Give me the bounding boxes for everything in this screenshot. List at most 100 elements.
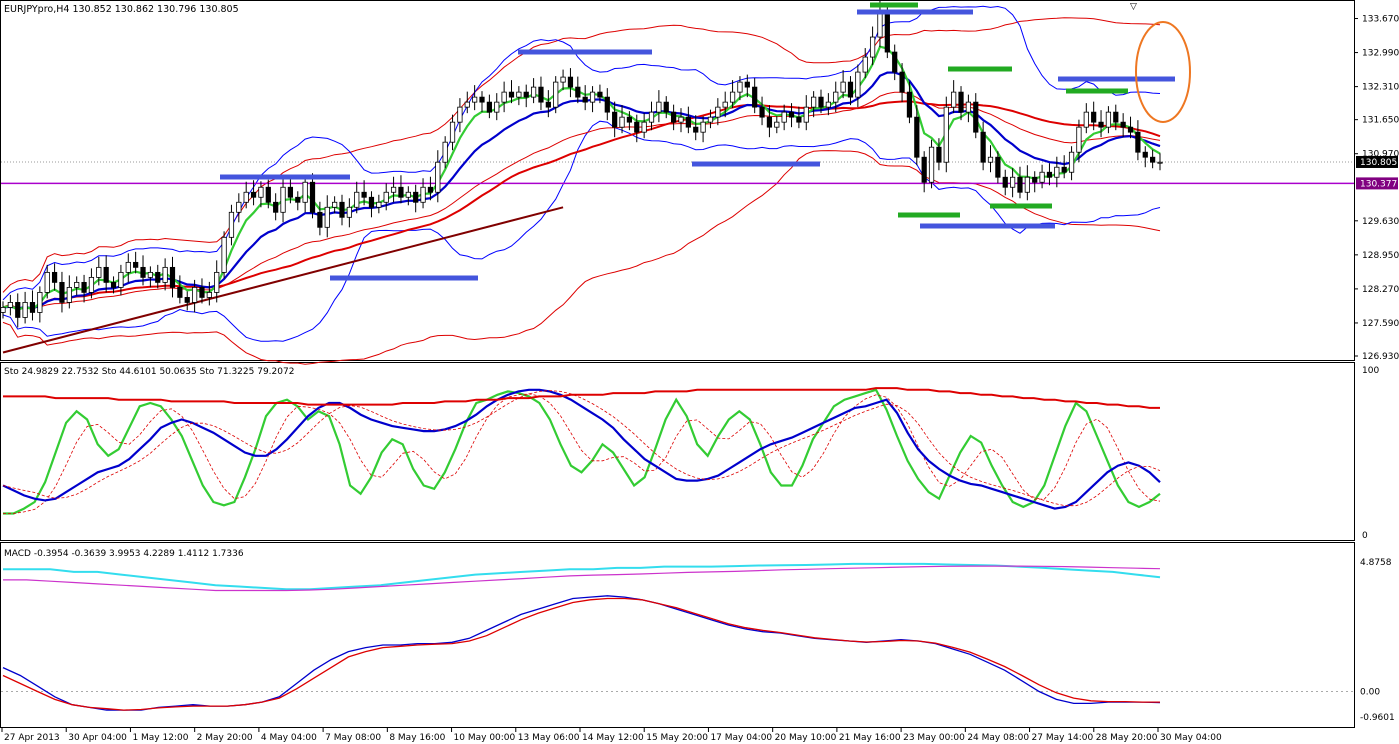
candle-body bbox=[354, 191, 360, 208]
candle-body bbox=[943, 106, 949, 163]
macd-line bbox=[2, 595, 1161, 711]
candle-body bbox=[368, 196, 375, 208]
candle-body bbox=[398, 186, 404, 198]
candle-body bbox=[44, 271, 50, 293]
candle-body bbox=[877, 11, 883, 38]
candle-body bbox=[1046, 171, 1053, 178]
candle-body bbox=[678, 116, 684, 123]
stochastic-label: Sto 24.9829 22.7532 Sto 44.6101 50.0635 … bbox=[4, 367, 294, 377]
candle-body bbox=[51, 271, 58, 283]
candle-body bbox=[81, 281, 87, 293]
candle-body bbox=[818, 96, 824, 108]
candle-body bbox=[589, 91, 596, 103]
price-tick-label: 127.590 bbox=[1362, 319, 1399, 329]
candle-body bbox=[66, 286, 72, 303]
stoch-tick-label: 100 bbox=[1362, 366, 1379, 376]
candle-body bbox=[427, 186, 434, 193]
stoch-mid-line-signal bbox=[2, 390, 1161, 507]
annotation-orange-ellipse bbox=[1135, 21, 1191, 123]
candle-body bbox=[796, 116, 802, 123]
time-tick-label: 21 May 16:00 bbox=[839, 733, 901, 743]
candle-body bbox=[118, 271, 124, 288]
candle-body bbox=[744, 81, 750, 88]
macd-tick-label: 0.00 bbox=[1360, 687, 1380, 697]
price-panel-frame bbox=[0, 0, 1355, 361]
time-tick-label: 4 May 04:00 bbox=[261, 733, 317, 743]
macd-long-line bbox=[3, 562, 1161, 591]
time-tick-label: 30 May 04:00 bbox=[1160, 733, 1222, 743]
candle-body bbox=[280, 186, 286, 213]
candle-body bbox=[405, 191, 411, 198]
candle-body bbox=[722, 101, 728, 108]
candle-body bbox=[516, 91, 522, 98]
candle-body bbox=[869, 36, 876, 58]
candle-body bbox=[545, 101, 551, 108]
candle-body bbox=[236, 201, 242, 213]
candle-body bbox=[258, 186, 264, 198]
time-tick-label: 30 Apr 04:00 bbox=[68, 733, 127, 743]
macd-tick-label: 4.8758 bbox=[1360, 558, 1392, 568]
candle-body bbox=[781, 111, 787, 123]
candle-body bbox=[825, 101, 831, 108]
candle-body bbox=[29, 302, 36, 313]
candle-body bbox=[892, 51, 898, 73]
candle-body bbox=[847, 81, 854, 98]
candle-body bbox=[523, 91, 529, 98]
top-marker-icon: ▽ bbox=[1130, 2, 1137, 12]
current-price-label: 130.805 bbox=[1360, 158, 1397, 168]
candle-body bbox=[671, 111, 677, 123]
candle-body bbox=[273, 201, 279, 213]
candle-body bbox=[774, 121, 780, 128]
candle-body bbox=[449, 121, 456, 143]
candle-body bbox=[177, 286, 183, 298]
candle-body bbox=[1039, 171, 1045, 183]
candle-body bbox=[162, 266, 168, 283]
time-tick-label: 1 May 12:00 bbox=[132, 733, 188, 743]
candle-body bbox=[324, 206, 330, 228]
time-tick-label: 28 May 20:00 bbox=[1096, 733, 1158, 743]
candle-body bbox=[472, 96, 478, 103]
candle-body bbox=[693, 126, 699, 133]
candle-body bbox=[759, 106, 765, 118]
candle-body bbox=[1157, 161, 1163, 164]
price-panel bbox=[0, 0, 1354, 365]
candle-body bbox=[7, 302, 13, 308]
candle-body bbox=[1083, 111, 1089, 128]
candle-body bbox=[530, 86, 537, 98]
candle-body bbox=[715, 106, 721, 118]
candle-body bbox=[987, 156, 994, 163]
candle-body bbox=[884, 11, 890, 53]
candle-body bbox=[1068, 151, 1075, 173]
candle-body bbox=[899, 71, 905, 93]
candle-body bbox=[685, 116, 691, 128]
candle-body bbox=[464, 101, 470, 108]
candle-body bbox=[1024, 176, 1030, 193]
candle-body bbox=[729, 91, 736, 103]
candle-body bbox=[309, 181, 316, 213]
candle-body bbox=[766, 116, 773, 128]
trend-line bbox=[2, 206, 564, 354]
stoch-fast-line bbox=[3, 388, 1161, 515]
macd-signal-line bbox=[2, 597, 1160, 711]
candle-body bbox=[803, 106, 809, 123]
candle-body bbox=[1091, 111, 1097, 123]
candle-body bbox=[980, 131, 986, 163]
current-price-tag bbox=[1356, 155, 1398, 168]
macd-panel-frame bbox=[0, 542, 1355, 728]
candle-body bbox=[663, 101, 669, 113]
price-annotations bbox=[220, 2, 1191, 281]
candle-body bbox=[508, 91, 515, 98]
candle-body bbox=[155, 271, 161, 283]
candle-body bbox=[1054, 166, 1060, 178]
macd-panel bbox=[1, 562, 1354, 711]
candle-body bbox=[486, 101, 492, 113]
candle-body bbox=[862, 56, 868, 73]
price-tick-label: 128.270 bbox=[1362, 285, 1399, 295]
candle-body bbox=[906, 91, 913, 118]
candle-body bbox=[921, 156, 927, 183]
time-tick-label: 14 May 12:00 bbox=[582, 733, 644, 743]
candle-body bbox=[995, 156, 1001, 178]
candle-body bbox=[383, 191, 389, 203]
candle-body bbox=[228, 211, 235, 238]
